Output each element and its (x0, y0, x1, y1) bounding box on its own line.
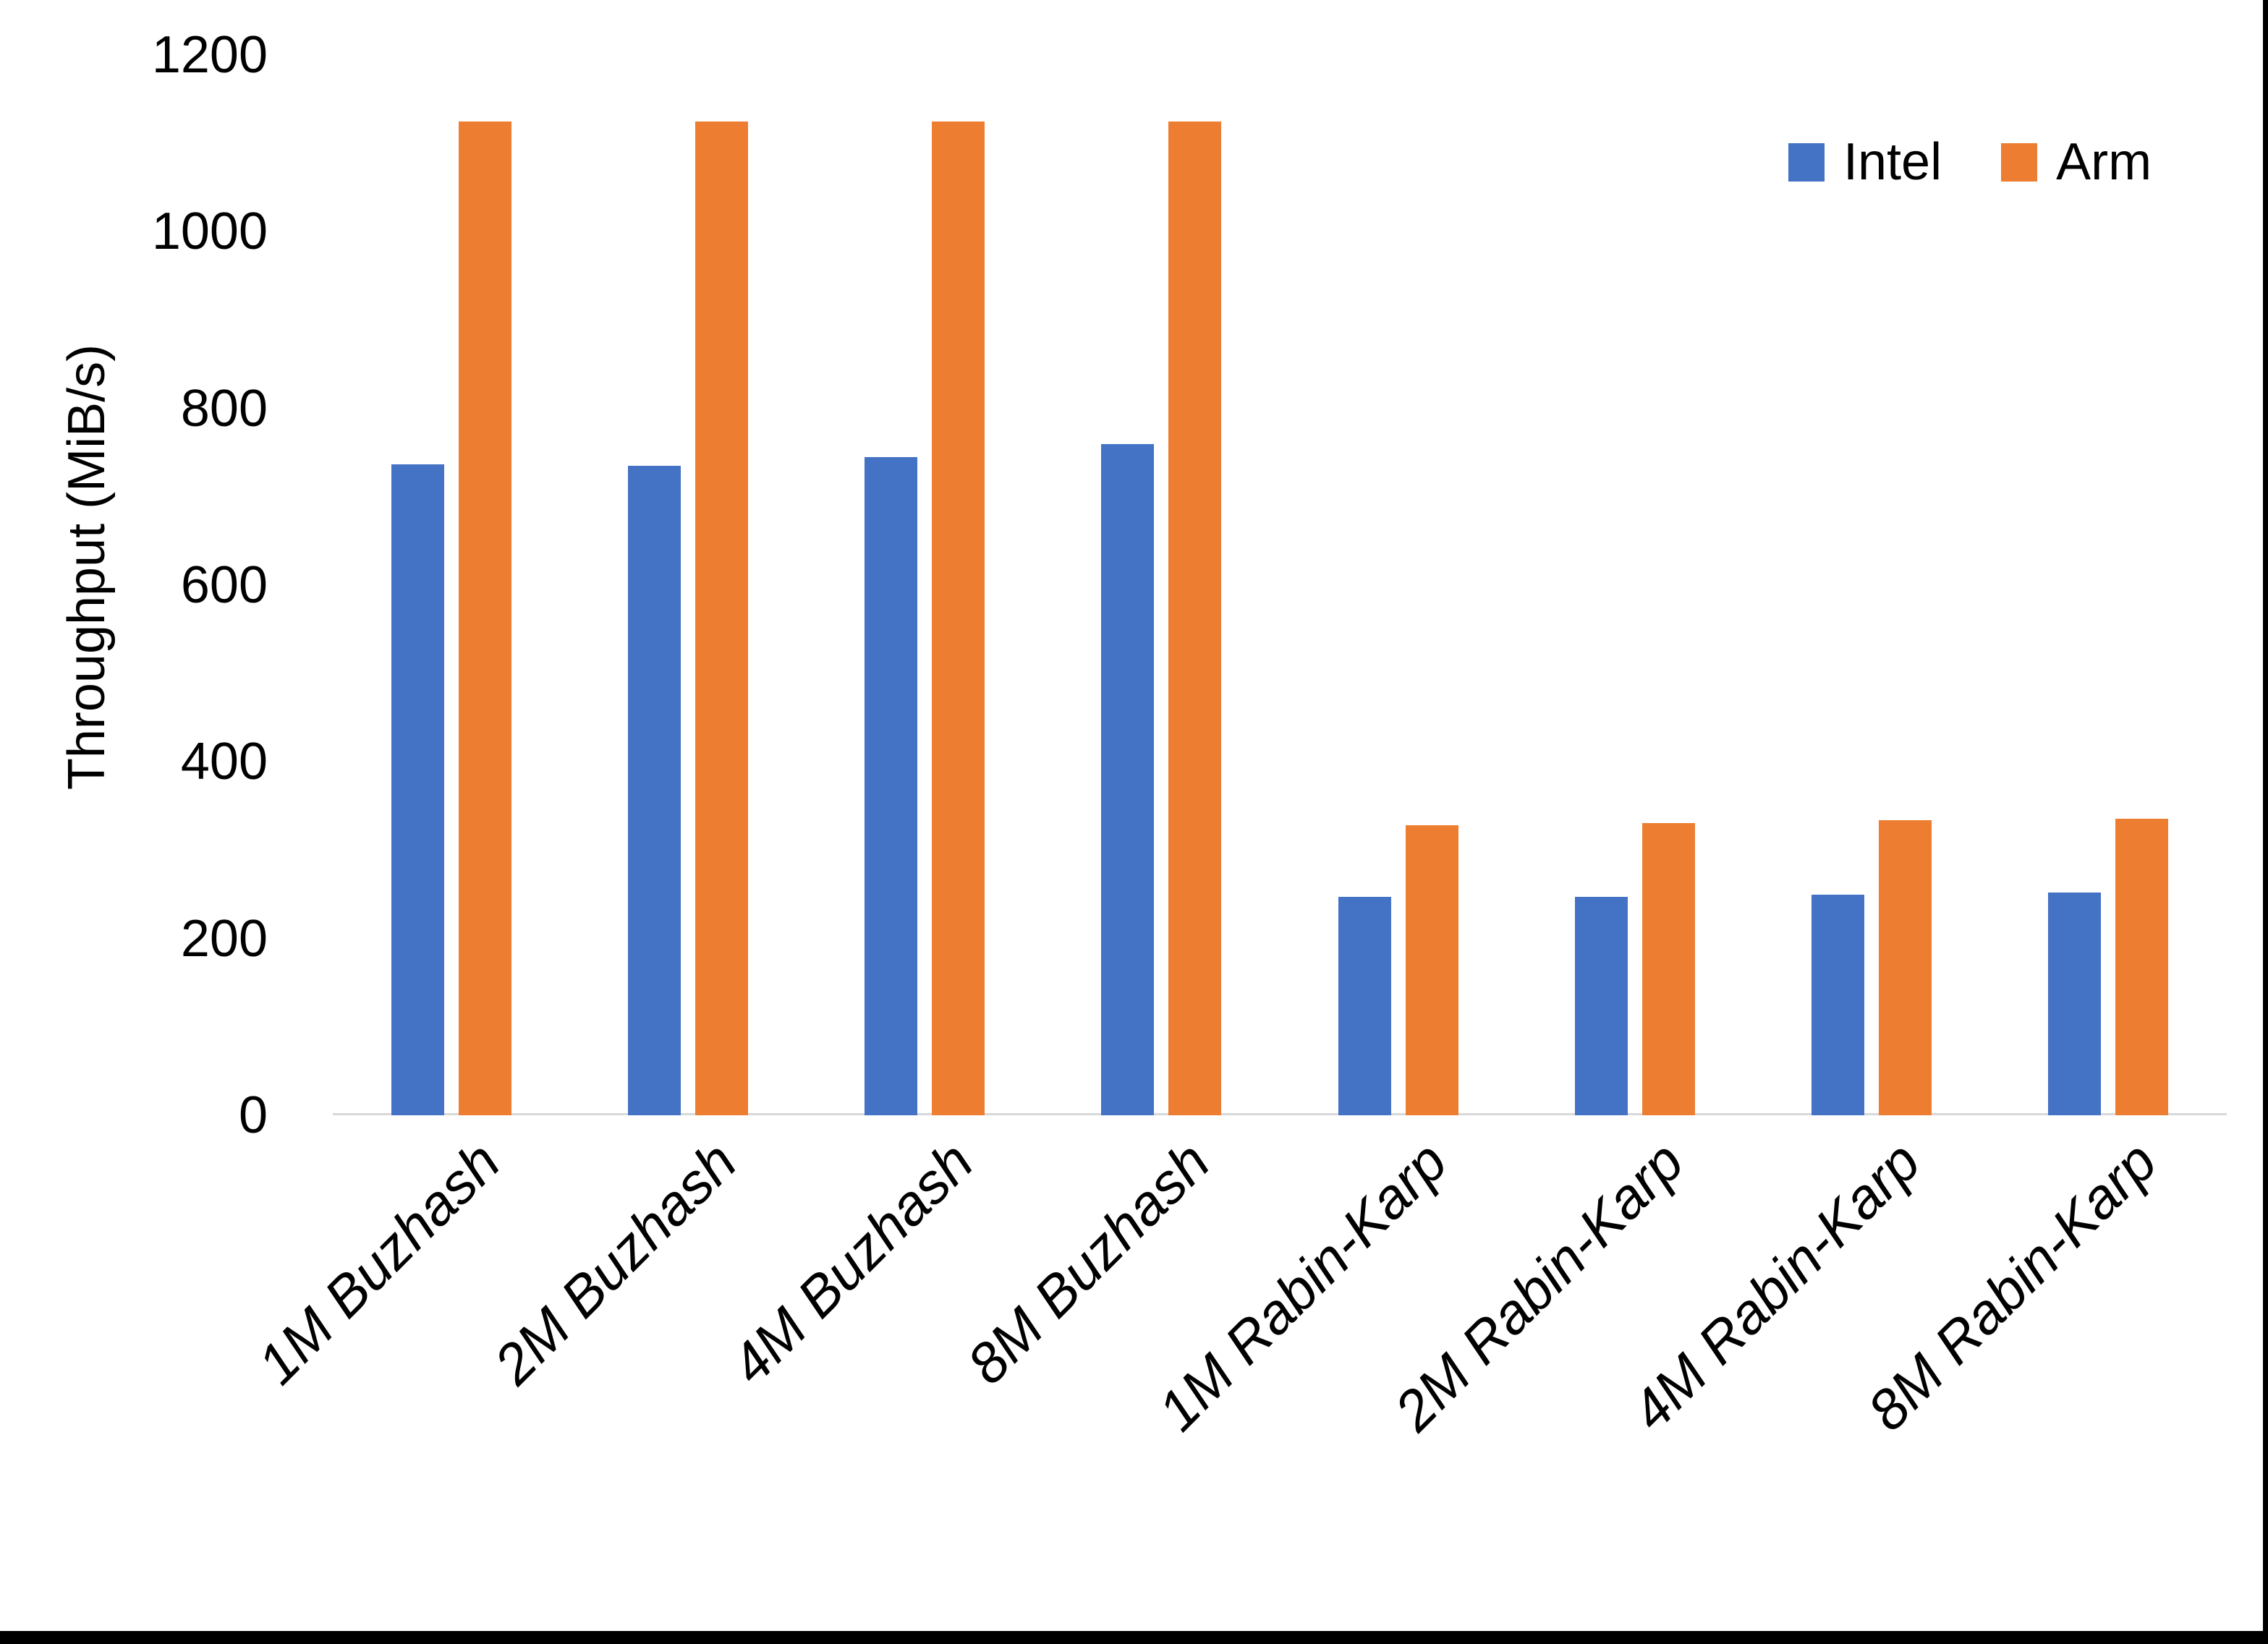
y-tick-label: 1200 (151, 26, 268, 84)
y-tick-label: 400 (180, 733, 268, 791)
bar-arm-8m-rabin-karp (2115, 818, 2169, 1115)
bar-intel-2m-rabin-karp (1574, 897, 1628, 1115)
y-tick-label: 800 (180, 379, 268, 438)
bar-intel-8m-buzhash (1101, 443, 1155, 1115)
bar-arm-2m-rabin-karp (1641, 822, 1695, 1115)
x-axis-line (333, 1113, 2227, 1115)
y-tick-label: 200 (180, 909, 268, 968)
bar-arm-4m-buzhash (932, 121, 985, 1115)
bar-arm-2m-buzhash (695, 121, 748, 1115)
bar-intel-1m-rabin-karp (1338, 897, 1391, 1115)
y-tick-label: 600 (180, 556, 268, 614)
y-tick-label: 0 (238, 1086, 268, 1144)
legend-intel-label: Intel (1843, 133, 1942, 191)
plot-area (333, 55, 2227, 1115)
legend: Intel Arm (1788, 132, 2152, 192)
bar-arm-4m-rabin-karp (1879, 819, 1932, 1115)
bar-arm-1m-buzhash (458, 121, 511, 1115)
bar-intel-2m-buzhash (627, 466, 681, 1115)
legend-arm-label: Arm (2056, 133, 2152, 191)
bar-intel-1m-buzhash (391, 464, 444, 1115)
legend-intel-swatch-icon (1788, 142, 1825, 182)
bar-arm-8m-buzhash (1168, 121, 1222, 1115)
bar-intel-4m-rabin-karp (1812, 894, 1865, 1115)
y-tick-label: 1000 (151, 203, 268, 261)
legend-arm-swatch-icon (2001, 142, 2038, 182)
bar-intel-4m-buzhash (865, 456, 918, 1115)
page-border-right (2263, 0, 2268, 1644)
bar-arm-1m-rabin-karp (1405, 825, 1458, 1115)
bar-intel-8m-rabin-karp (2048, 893, 2102, 1115)
page-border-bottom (0, 1631, 2268, 1644)
